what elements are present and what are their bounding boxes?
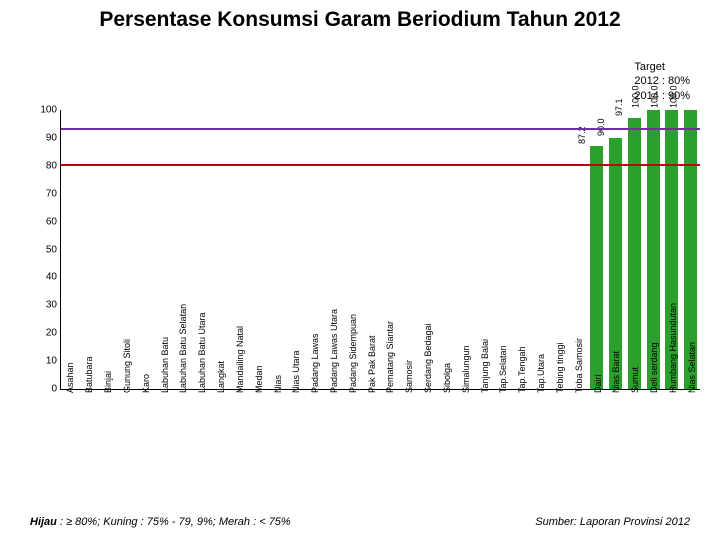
legend-text: Hijau : ≥ 80%; Kuning : 75% - 79, 9%; Me…	[30, 516, 291, 528]
x-label: Medan	[248, 390, 267, 500]
target-line3: 2014 : 90%	[634, 89, 690, 103]
target-box: Target 2012 : 80% 2014 : 90%	[634, 60, 690, 103]
x-label: Batubara	[79, 390, 98, 500]
x-label: Nias	[267, 390, 286, 500]
x-label: Padang Sidempuan	[342, 390, 361, 500]
y-tick: 80	[46, 160, 61, 171]
x-label: Nias Utara	[286, 390, 305, 500]
x-label: Tebing tinggi	[550, 390, 569, 500]
y-tick: 100	[40, 105, 61, 116]
x-label: Binjai	[98, 390, 117, 500]
bar-slot	[268, 110, 287, 389]
x-label: Tap.Tengah	[512, 390, 531, 500]
bar-slot: 90.0	[606, 110, 625, 389]
bar-slot	[99, 110, 118, 389]
y-tick: 90	[46, 132, 61, 143]
target-line2: 2012 : 80%	[634, 74, 690, 88]
y-tick: 20	[46, 328, 61, 339]
bar-value-label: 97.1	[615, 99, 625, 119]
target-line1: Target	[634, 60, 690, 74]
bar-slot	[399, 110, 418, 389]
x-label: Padang Lawas	[305, 390, 324, 500]
x-label: Padang Lawas Utara	[324, 390, 343, 500]
y-tick: 40	[46, 272, 61, 283]
x-label: Tap.Utara	[531, 390, 550, 500]
x-label: Tap.Selatan	[493, 390, 512, 500]
x-label: Karo	[135, 390, 154, 500]
source-text: Sumber: Laporan Provinsi 2012	[535, 516, 690, 528]
bar: 97.1	[628, 118, 641, 389]
x-label: Asahan	[60, 390, 79, 500]
x-label: Nias Barat	[606, 390, 625, 500]
x-label: Pematang Siantar	[380, 390, 399, 500]
legend-hijau: Hijau	[30, 516, 57, 528]
footer: Hijau : ≥ 80%; Kuning : 75% - 79, 9%; Me…	[30, 516, 690, 528]
x-label: Sumut	[625, 390, 644, 500]
bar-slot	[249, 110, 268, 389]
bar-slot	[211, 110, 230, 389]
reference-line	[61, 128, 700, 130]
y-tick: 30	[46, 300, 61, 311]
x-label: Deli serdang	[644, 390, 663, 500]
bar-slot	[136, 110, 155, 389]
bar-slot: 87.2	[587, 110, 606, 389]
plot-area: 87.290.097.1100.0100.0100.0 010203040506…	[60, 110, 700, 390]
bar-value-label: 100.0	[650, 85, 660, 110]
bar-slot	[61, 110, 80, 389]
reference-line	[61, 164, 700, 166]
bar-slot	[287, 110, 306, 389]
x-label: Toba Samosir	[568, 390, 587, 500]
x-label: Labuhan Batu Utara	[192, 390, 211, 500]
bar-value-label: 100.0	[631, 85, 641, 110]
chart-area: 87.290.097.1100.0100.0100.0 010203040506…	[30, 110, 700, 390]
bar-slot	[80, 110, 99, 389]
x-label: Tanjung Balai	[474, 390, 493, 500]
x-label: Sibolga	[437, 390, 456, 500]
y-tick: 60	[46, 216, 61, 227]
x-label: Serdang Bedagai	[418, 390, 437, 500]
x-label: Mandailing Natal	[229, 390, 248, 500]
y-tick: 50	[46, 244, 61, 255]
bar-slot	[531, 110, 550, 389]
x-label: Labuhan Batu Selatan	[173, 390, 192, 500]
y-tick: 10	[46, 356, 61, 367]
x-label: Dairi	[587, 390, 606, 500]
bar-slot: 97.1	[625, 110, 644, 389]
x-label: Pak Pak Barat	[361, 390, 380, 500]
x-label: Simalungun	[455, 390, 474, 500]
chart-title: Persentase Konsumsi Garam Beriodium Tahu…	[0, 0, 720, 32]
x-label: Langkat	[211, 390, 230, 500]
x-axis-labels: AsahanBatubaraBinjaiGunung SitoliKaroLab…	[60, 390, 700, 500]
bar-slot	[437, 110, 456, 389]
x-label: Nias Selatan	[681, 390, 700, 500]
x-label: Samosir	[399, 390, 418, 500]
x-label: Labuhan Batu	[154, 390, 173, 500]
bars-container: 87.290.097.1100.0100.0100.0	[61, 110, 700, 389]
x-label: Gunung Sitoli	[116, 390, 135, 500]
bar-value-label: 100.0	[668, 85, 678, 110]
y-tick: 70	[46, 188, 61, 199]
x-label: Humbang Hasundutan	[663, 390, 682, 500]
bar: 87.2	[590, 146, 603, 389]
legend-rest: : ≥ 80%; Kuning : 75% - 79, 9%; Merah : …	[57, 516, 291, 528]
